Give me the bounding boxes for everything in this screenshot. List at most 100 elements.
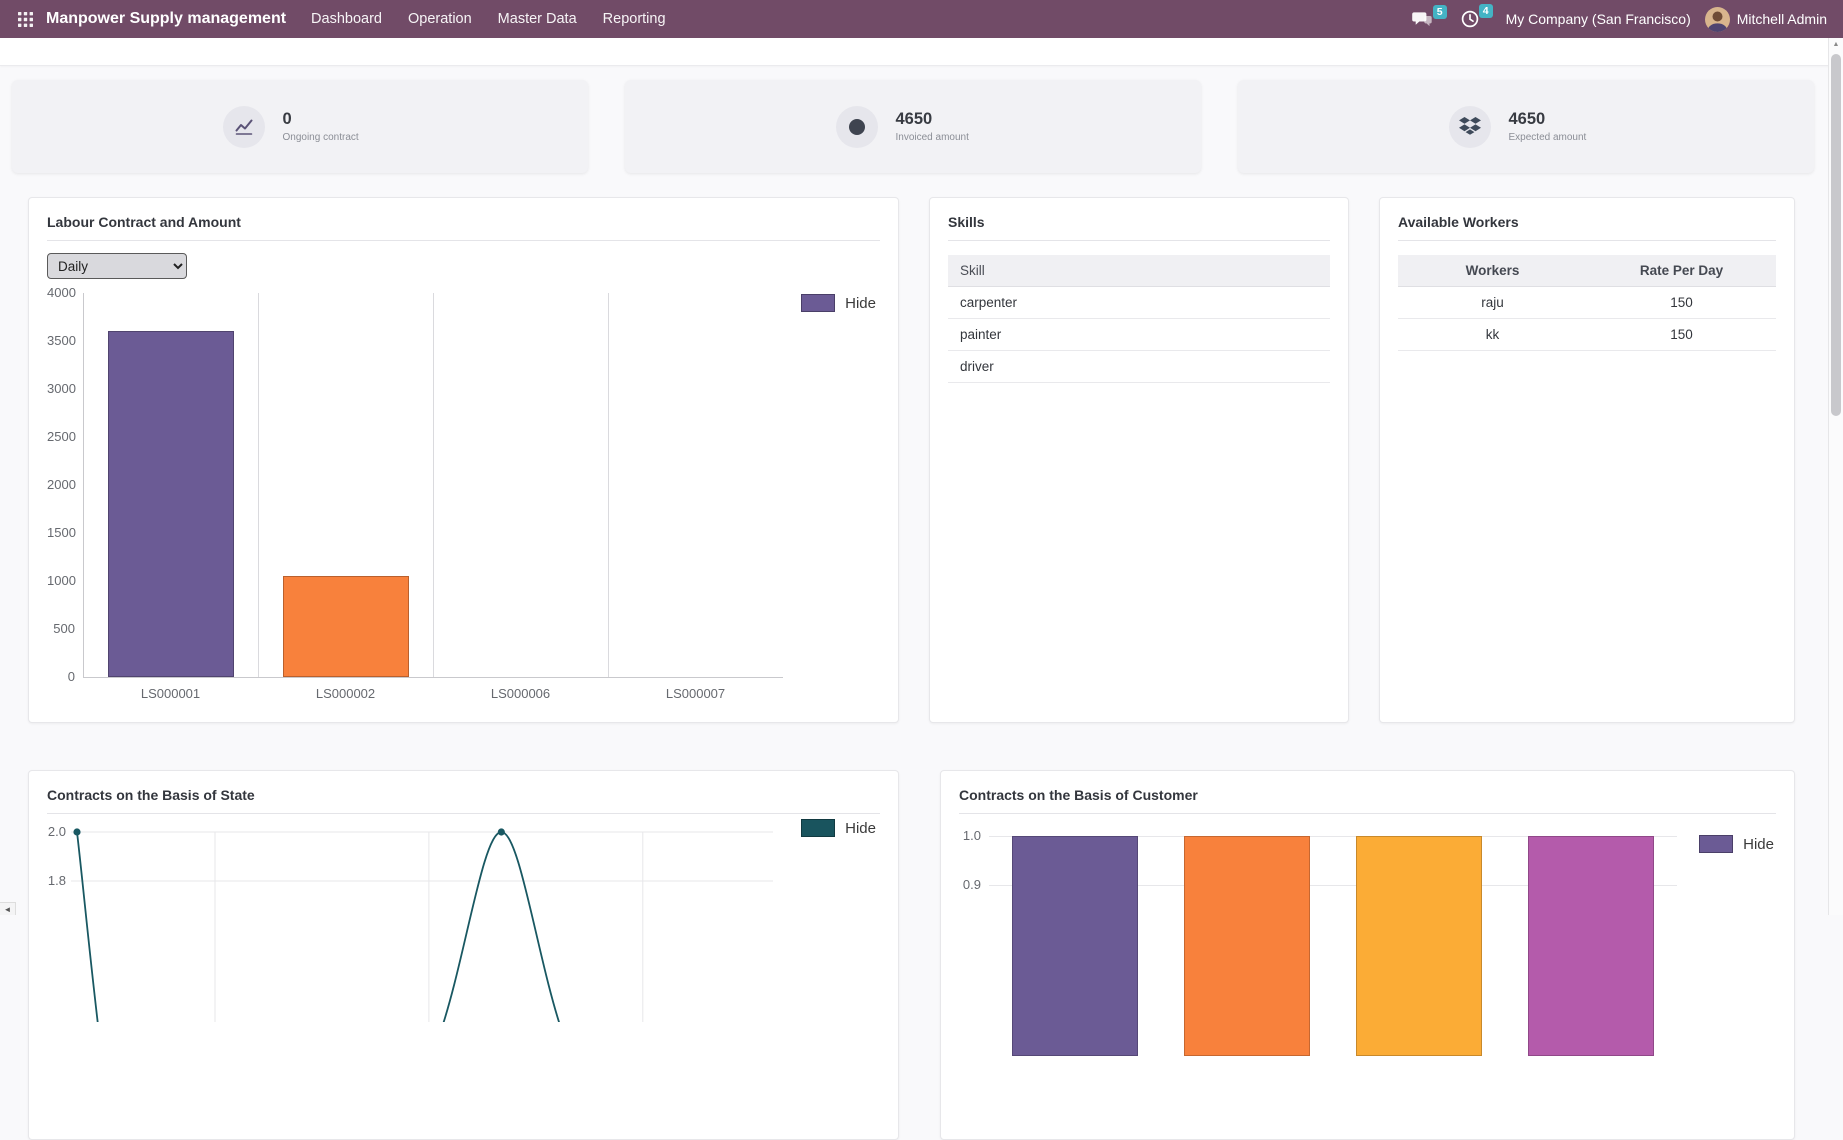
panel-title: Contracts on the Basis of State — [47, 787, 255, 803]
scroll-up-arrow[interactable]: ▲ — [1832, 41, 1840, 48]
period-filter-select[interactable]: Daily — [47, 253, 187, 279]
column-header-rate: Rate Per Day — [1639, 263, 1724, 278]
x-tick-label: LS000002 — [315, 686, 376, 701]
vertical-scrollbar[interactable]: ▲ — [1828, 38, 1843, 915]
dot-circle-icon — [835, 105, 878, 148]
bar-customer-2[interactable] — [1184, 836, 1310, 1056]
y-tick-label: 1500 — [47, 525, 76, 540]
menu-master-data[interactable]: Master Data — [497, 11, 577, 27]
customer-bar-chart: 1.0 0.9 — [959, 822, 1776, 1056]
bar-LS000002[interactable] — [282, 576, 409, 677]
apps-menu-button[interactable] — [10, 0, 40, 38]
legend-label: Hide — [845, 294, 876, 312]
messages-button[interactable]: 5 — [1405, 4, 1447, 33]
kpi-row: 0 Ongoing contract 4650 Invoiced amount … — [12, 80, 1814, 173]
y-tick-label: 3500 — [47, 333, 76, 348]
kpi-value: 4650 — [895, 110, 933, 128]
legend-label: Hide — [845, 819, 876, 837]
user-avatar-image — [1704, 6, 1730, 32]
x-tick-label: LS000006 — [490, 686, 551, 701]
dropbox-icon — [1448, 105, 1491, 148]
kpi-value: 4650 — [1508, 110, 1546, 128]
workers-table-header: Workers Rate Per Day — [1398, 255, 1776, 287]
contracts-customer-panel: Contracts on the Basis of Customer 1.0 0.… — [940, 770, 1795, 1140]
bar-customer-1[interactable] — [1012, 836, 1138, 1056]
menu-dashboard[interactable]: Dashboard — [311, 11, 382, 27]
workers-table: Workers Rate Per Day raju 150 kk 150 — [1398, 255, 1776, 351]
labour-bar-chart: 0 500 1000 1500 2000 2500 3000 3500 4000 LS000001… — [47, 285, 880, 721]
skill-row-painter[interactable]: painter — [948, 319, 1330, 351]
worker-row-raju[interactable]: raju 150 — [1398, 287, 1776, 319]
customer-legend-hide[interactable]: Hide — [1699, 835, 1774, 853]
column-header-workers: Workers — [1465, 263, 1520, 278]
state-legend-hide[interactable]: Hide — [801, 819, 876, 837]
kpi-ongoing-contract-card[interactable]: 0 Ongoing contract — [12, 80, 588, 173]
kpi-label: Expected amount — [1508, 132, 1587, 143]
bar-LS000001[interactable] — [107, 331, 234, 677]
skill-cell: painter — [960, 327, 1002, 342]
divider — [948, 240, 1330, 241]
legend-swatch — [801, 819, 836, 837]
gridline-vertical — [433, 293, 434, 677]
user-menu[interactable]: Mitchell Admin — [1704, 6, 1827, 32]
vertical-scrollbar-thumb[interactable] — [1831, 54, 1841, 416]
gridline-vertical — [258, 293, 259, 677]
state-line-chart: 2.0 1.8 — [47, 822, 880, 1022]
bar-customer-3[interactable] — [1356, 836, 1482, 1056]
activities-button[interactable]: 4 — [1454, 4, 1493, 33]
dashboard-panels-row: Labour Contract and Amount Daily 0 500 100… — [28, 197, 1795, 723]
app-title[interactable]: Manpower Supply management — [46, 10, 287, 27]
y-tick-label: 3000 — [47, 381, 76, 396]
worker-name-cell: raju — [1481, 295, 1504, 310]
kpi-label: Invoiced amount — [895, 132, 969, 143]
worker-row-kk[interactable]: kk 150 — [1398, 319, 1776, 351]
x-tick-label: LS000001 — [140, 686, 201, 701]
dashboard-bottom-row: Contracts on the Basis of State 2.0 1.8 H… — [28, 770, 1795, 1140]
kpi-expected-amount-card[interactable]: 4650 Expected amount — [1238, 80, 1814, 173]
labour-legend-hide[interactable]: Hide — [801, 294, 876, 312]
skill-row-driver[interactable]: driver — [948, 351, 1330, 383]
divider — [47, 240, 880, 241]
skill-cell: driver — [960, 359, 994, 374]
divider — [47, 813, 880, 814]
kpi-invoiced-amount-card[interactable]: 4650 Invoiced amount — [625, 80, 1201, 173]
panel-title: Contracts on the Basis of Customer — [959, 787, 1198, 803]
gridline-vertical — [608, 293, 609, 677]
worker-rate-cell: 150 — [1670, 295, 1693, 310]
y-tick-label: 0.9 — [962, 877, 981, 892]
panel-title: Available Workers — [1398, 214, 1519, 230]
y-tick-label: 1000 — [47, 573, 76, 588]
menu-reporting[interactable]: Reporting — [602, 11, 666, 27]
x-tick-label: LS000007 — [665, 686, 726, 701]
menu-operation[interactable]: Operation — [407, 11, 472, 27]
y-axis-line — [83, 293, 84, 677]
y-tick-label: 0 — [67, 669, 75, 684]
skills-table: Skill carpenter painter driver — [948, 255, 1330, 383]
company-switcher[interactable]: My Company (San Francisco) — [1505, 11, 1691, 27]
kpi-label: Ongoing contract — [282, 132, 359, 143]
skill-row-carpenter[interactable]: carpenter — [948, 287, 1330, 319]
y-tick-label: 1.0 — [962, 828, 981, 843]
navbar-systray: 5 4 My Company (San Francisco) Mitchell … — [1405, 4, 1827, 33]
legend-swatch — [801, 294, 836, 312]
scroll-left-arrow[interactable]: ◄ — [0, 902, 16, 915]
contracts-state-panel: Contracts on the Basis of State 2.0 1.8 H… — [28, 770, 899, 1140]
skills-table-header: Skill — [948, 255, 1330, 287]
state-line-svg — [71, 828, 773, 1022]
gridline-horizontal — [989, 836, 1677, 837]
bar-customer-4[interactable] — [1528, 836, 1654, 1056]
user-name: Mitchell Admin — [1736, 11, 1827, 27]
line-point — [497, 828, 505, 836]
y-tick-label: 2.0 — [47, 824, 66, 839]
panel-title: Labour Contract and Amount — [47, 214, 241, 230]
worker-name-cell: kk — [1485, 327, 1500, 342]
column-header-skill: Skill — [960, 263, 985, 278]
y-tick-label: 1.8 — [47, 873, 66, 888]
legend-swatch — [1699, 835, 1734, 853]
y-tick-label: 2500 — [47, 429, 76, 444]
main-menu: Dashboard Operation Master Data Reportin… — [298, 0, 678, 38]
clock-icon — [1461, 10, 1478, 28]
panel-title: Skills — [948, 214, 985, 230]
skill-cell: carpenter — [960, 295, 1018, 310]
divider — [1398, 240, 1776, 241]
